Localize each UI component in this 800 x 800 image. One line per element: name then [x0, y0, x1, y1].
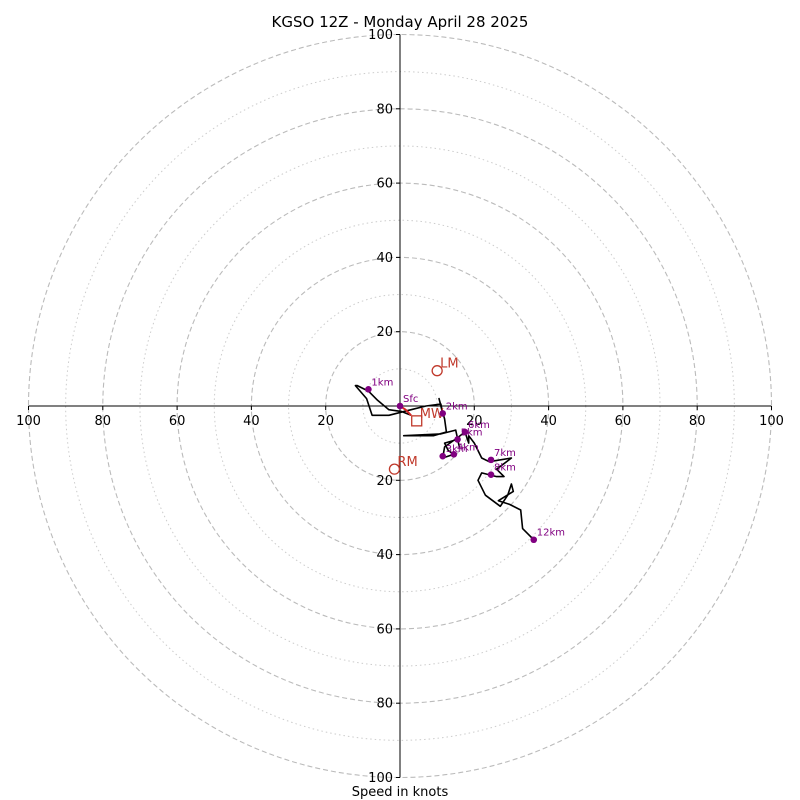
height-marker-sfc	[396, 402, 404, 410]
x-tick-label: 60	[169, 414, 186, 429]
x-tick-label: 80	[689, 414, 706, 429]
height-marker-2km	[439, 410, 447, 417]
lm-label: LM	[440, 357, 458, 372]
height-label-1km: 1km	[371, 377, 393, 388]
axes: 100 80 60 40 20 20 40 60 80 100 100 80 60 40 20 20 40 60 8…	[16, 28, 784, 786]
height-label-7km: 7km	[494, 448, 516, 459]
wind-profile-line	[354, 384, 535, 541]
height-marker-7km	[487, 456, 495, 464]
x-tick-label: 40	[540, 414, 557, 429]
rm-label: RM	[397, 455, 417, 470]
height-marker-4km	[450, 450, 458, 458]
height-marker-3km	[439, 452, 447, 460]
height-label-sfc: Sfc	[403, 394, 418, 405]
storm-motions: LM MW RM	[388, 357, 459, 475]
x-tick-label: 20	[466, 414, 483, 429]
height-marker-6km	[461, 428, 469, 436]
x-tick-label: 80	[95, 414, 112, 429]
x-tick-label: 40	[243, 414, 260, 429]
y-tick-label: 60	[376, 177, 393, 192]
y-tick-label: 40	[376, 251, 393, 266]
x-tick-label: 20	[317, 414, 334, 429]
height-label-12km: 12km	[537, 528, 565, 539]
mw-label: MW	[420, 407, 444, 422]
height-marker-1km	[365, 385, 372, 393]
chart-title: KGSO 12Z - Monday April 28 2025	[272, 13, 529, 31]
y-tick-label: 20	[376, 474, 393, 489]
y-tick-label: 20	[376, 325, 393, 340]
y-tick-label: 100	[368, 28, 393, 43]
rm-marker	[388, 463, 401, 475]
height-marker-5km	[454, 436, 461, 443]
mw-marker	[411, 415, 423, 427]
height-marker-12km	[530, 536, 538, 544]
height-label-8km: 8km	[494, 463, 516, 474]
height-label-6km: 6km	[468, 420, 490, 431]
height-label-5km: 5km	[461, 427, 483, 438]
y-tick-label: 60	[376, 622, 393, 637]
lm-marker	[431, 365, 443, 377]
height-label-3km: 3km	[446, 444, 468, 455]
y-tick-label: 80	[376, 697, 393, 712]
y-tick-label: 80	[376, 102, 393, 117]
x-tick-label: 60	[615, 414, 632, 429]
height-marker-8km	[487, 471, 495, 479]
y-tick-label: 40	[376, 548, 393, 563]
height-label-4km: 4km	[457, 442, 479, 453]
x-axis-label: Speed in knots	[352, 785, 449, 800]
y-tick-label: 100	[368, 771, 393, 786]
x-tick-label: 100	[759, 414, 784, 429]
height-label-2km: 2km	[446, 401, 468, 412]
x-tick-label: 100	[16, 414, 41, 429]
